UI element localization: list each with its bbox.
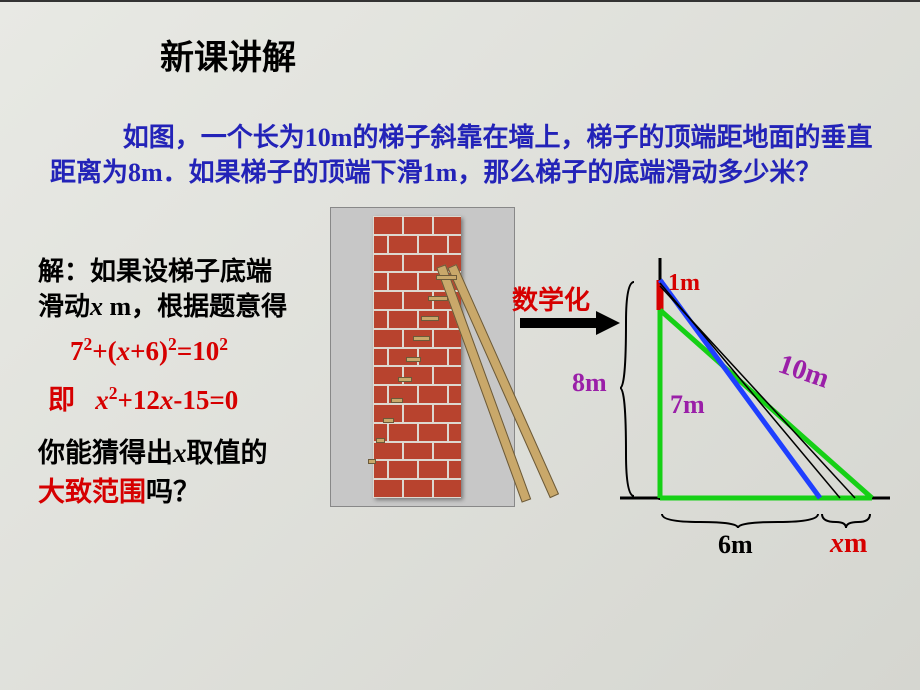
q-l2b: 吗？ — [146, 477, 200, 507]
problem-statement: 如图，一个长为10m的梯子斜靠在墙上，梯子的顶端距地面的垂直距离为8m．如果梯子… — [50, 120, 880, 190]
label-6m: 6m — [718, 530, 753, 560]
equation-1: 72+(x+6)2=102 — [70, 334, 228, 367]
diagram-svg — [560, 238, 900, 568]
sol-x: x — [90, 292, 103, 321]
wall-illustration — [330, 207, 515, 507]
eq2-math: x2+12x-15=0 — [95, 385, 238, 415]
label-7m: 7m — [670, 390, 705, 420]
label-xm: xm — [830, 528, 867, 560]
q-red: 大致范围 — [38, 477, 146, 507]
eq2-prefix: 即 — [48, 385, 75, 415]
q-l1b: 取值的 — [187, 438, 268, 468]
sol-line2a: 滑动 — [38, 292, 90, 321]
sol-line2b: m，根据题意得 — [103, 292, 287, 321]
q-x: x — [173, 438, 187, 468]
label-8m: 8m — [572, 368, 607, 398]
problem-text: 如图，一个长为10m的梯子斜靠在墙上，梯子的顶端距地面的垂直距离为8m．如果梯子… — [50, 123, 872, 187]
sol-line1: 解：如果设梯子底端 — [38, 257, 272, 286]
equation-2: 即 x2+12x-15=0 — [48, 378, 238, 417]
solution-intro: 解：如果设梯子底端 滑动x m，根据题意得 — [38, 254, 287, 324]
label-1m: 1m — [668, 270, 700, 297]
section-title: 新课讲解 — [160, 30, 296, 79]
triangle-diagram: 1m 8m 7m 10m 6m xm — [560, 238, 900, 568]
q-l1a: 你能猜得出 — [38, 438, 173, 468]
guiding-question: 你能猜得出x取值的 大致范围吗？ — [38, 434, 268, 512]
